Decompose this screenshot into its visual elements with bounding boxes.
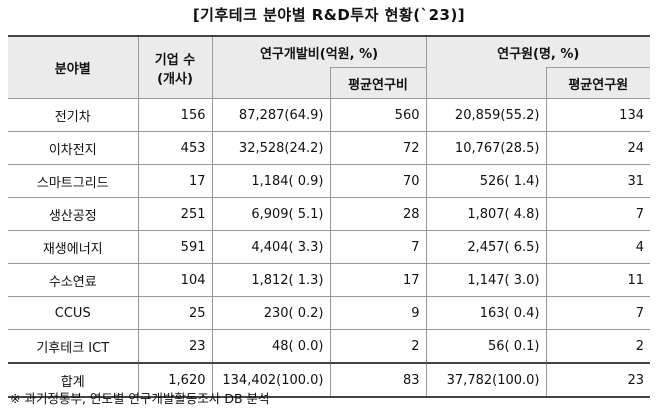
header-companies-label: 기업 수 [154,52,196,68]
cell: 37,782(100.0) [425,362,547,398]
cell: 1,147( 3.0) [425,263,547,297]
cell: 25 [137,296,213,330]
cell: 6,909( 5.1) [211,197,331,231]
cell: 31 [545,164,650,198]
header-companies-unit: (개사) [157,71,193,87]
cell: 1,812( 1.3) [211,263,331,297]
header-rnd: 연구개발비(억원, %) [211,35,427,68]
cell: 17 [329,263,427,297]
table-title: [기후테크 분야별 R&D투자 현황(`23)] [192,6,466,24]
cell: 134,402(100.0) [211,362,331,398]
cell: 83 [329,362,427,398]
table-row: 기후테크 ICT 23 48( 0.0) 2 56( 0.1) 2 [8,329,650,364]
cell: 560 [329,98,427,132]
cell: 9 [329,296,427,330]
cell: 7 [329,230,427,264]
cell: 48( 0.0) [211,329,331,364]
cell: 20,859(55.2) [425,98,547,132]
cell: 4 [545,230,650,264]
cell: 56( 0.1) [425,329,547,364]
table-row: 수소연료 104 1,812( 1.3) 17 1,147( 3.0) 11 [8,263,650,297]
cell: 23 [137,329,213,364]
table-body: 전기차 156 87,287(64.9) 560 20,859(55.2) 134 이차전지… [8,98,650,398]
cell: 230( 0.2) [211,296,331,330]
cell: 28 [329,197,427,231]
row-label: 전기차 [8,98,139,132]
cell: 104 [137,263,213,297]
cell: 453 [137,131,213,165]
cell: 17 [137,164,213,198]
cell: 591 [137,230,213,264]
cell: 2 [329,329,427,364]
row-label: 수소연료 [8,263,139,297]
cell: 2,457( 6.5) [425,230,547,264]
cell: 2 [545,329,650,364]
table-row: 전기차 156 87,287(64.9) 560 20,859(55.2) 134 [8,98,650,132]
header-companies: 기업 수 (개사) [137,35,213,99]
table-row: 생산공정 251 6,909( 5.1) 28 1,807( 4.8) 7 [8,197,650,231]
cell: 10,767(28.5) [425,131,547,165]
table-row: 스마트그리드 17 1,184( 0.9) 70 526( 1.4) 31 [8,164,650,198]
footnote: ※ 과기정통부, 연도별 연구개발활동조사 DB 분석 [10,391,270,406]
table-row: 이차전지 453 32,528(24.2) 72 10,767(28.5) 24 [8,131,650,165]
table-row: 합계 1,620 134,402(100.0) 83 37,782(100.0) 23 [8,362,650,398]
table-row: 재생에너지 591 4,404( 3.3) 7 2,457( 6.5) 4 [8,230,650,264]
cell: 23 [545,362,650,398]
cell: 1,184( 0.9) [211,164,331,198]
data-table: 분야별 기업 수 (개사) 연구개발비(억원, %) 연구원(명, %) 평균연구… [8,35,650,398]
cell: 1,620 [137,362,213,398]
table-row: CCUS 25 230( 0.2) 9 163( 0.4) 7 [8,296,650,330]
header-blank [425,67,547,99]
cell: 7 [545,197,650,231]
cell: 526( 1.4) [425,164,547,198]
cell: 134 [545,98,650,132]
row-label: 기후테크 ICT [8,329,139,364]
cell: 24 [545,131,650,165]
cell: 251 [137,197,213,231]
cell: 87,287(64.9) [211,98,331,132]
row-label: 합계 [8,362,139,398]
row-label: 재생에너지 [8,230,139,264]
header-rnd-avg: 평균연구비 [329,67,427,99]
header-researchers-avg: 평균연구원 [545,67,650,99]
header-blank [212,67,331,99]
row-label: 이차전지 [8,131,139,165]
cell: 32,528(24.2) [211,131,331,165]
cell: 7 [545,296,650,330]
cell: 1,807( 4.8) [425,197,547,231]
cell: 156 [137,98,213,132]
cell: 70 [329,164,427,198]
cell: 11 [545,263,650,297]
row-label: 생산공정 [8,197,139,231]
row-label: 스마트그리드 [8,164,139,198]
cell: 4,404( 3.3) [211,230,331,264]
cell: 72 [329,131,427,165]
row-label: CCUS [8,296,139,330]
header-researchers: 연구원(명, %) [425,35,650,68]
header-field: 분야별 [8,35,139,99]
cell: 163( 0.4) [425,296,547,330]
